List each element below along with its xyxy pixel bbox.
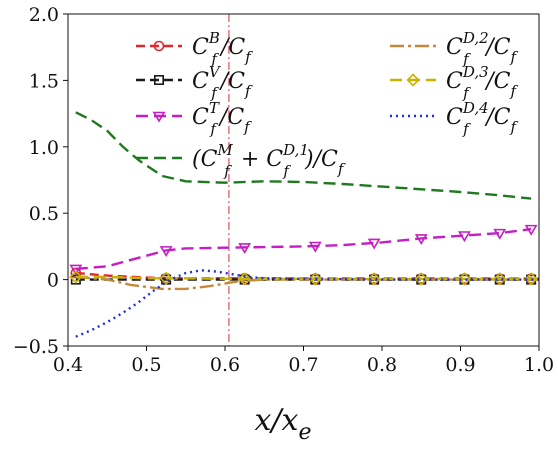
- data-point-6-9: [524, 272, 538, 286]
- legend-marker: [153, 40, 165, 52]
- data-point-3-2: [159, 246, 173, 257]
- legend-item-2: CV f/Cf: [136, 63, 253, 102]
- data-point-3-5: [367, 238, 381, 250]
- y-tick-label: 2.0: [29, 4, 59, 26]
- series-line-3: [75, 227, 532, 271]
- x-axis-title-main: x/x: [255, 403, 299, 438]
- x-tick-label: 0.4: [53, 354, 83, 376]
- series-6: [69, 270, 539, 286]
- legend-label: CV f/Cf: [192, 63, 253, 102]
- legend-label: CD,3 f/Cf: [446, 63, 518, 102]
- legend-item-6: CD,3 f/Cf: [390, 63, 518, 102]
- data-point-3-3: [238, 243, 252, 254]
- legend-item-3: CT f/Cf: [136, 99, 252, 138]
- plot-area: [69, 14, 539, 346]
- series-line-6: [75, 275, 539, 281]
- legend-label: CT f/Cf: [192, 99, 252, 138]
- data-point-6-4: [308, 272, 322, 286]
- data-point-3-8: [493, 228, 507, 240]
- legend-label: CD,2 f/Cf: [446, 29, 518, 68]
- legend-label: CB f/Cf: [192, 29, 253, 68]
- data-point-6-2: [159, 271, 173, 285]
- x-tick-label: 0.9: [445, 354, 475, 376]
- x-axis-title: x/xe: [255, 403, 312, 445]
- data-point-3-6: [414, 234, 428, 246]
- data-point-3-9: [524, 224, 538, 236]
- x-tick-label: 0.8: [367, 354, 397, 376]
- legend-item-7: CD,4 f/Cf: [390, 99, 518, 138]
- y-tick-label: 1.0: [29, 137, 59, 159]
- legend-marker: [406, 73, 420, 87]
- y-tick-label: 0: [47, 270, 59, 292]
- y-tick-label: 1.5: [29, 70, 59, 92]
- x-tick-label: 0.5: [131, 354, 161, 376]
- legend-item-5: CD,2 f/Cf: [390, 29, 518, 68]
- axes: 0.4 0.5 0.6 0.7 0.8 0.9 1.0 −0.5 0 0.5 1.0 1.5 2.0: [13, 4, 554, 376]
- data-point-3-1: [69, 264, 83, 276]
- data-point-6-5: [367, 272, 381, 286]
- data-point-6-7: [457, 272, 472, 286]
- data-point-6-3: [237, 272, 252, 286]
- series-3: [69, 224, 538, 276]
- data-point-3-4: [308, 241, 322, 253]
- y-tick-label: 0.5: [29, 203, 59, 225]
- series-line-4: [75, 111, 532, 200]
- y-tick-label: −0.5: [13, 336, 59, 358]
- legend-item-4: (CM f + CD,1 f)/Cf: [136, 141, 346, 180]
- series-4: [75, 111, 532, 200]
- data-point-6-6: [414, 272, 428, 286]
- data-point-3-7: [458, 231, 471, 243]
- legend-label: (CM f + CD,1 f)/Cf: [192, 141, 346, 180]
- x-tick-label: 0.6: [210, 354, 240, 376]
- legend-item-1: CB f/Cf: [136, 29, 253, 68]
- x-axis-title-sub: e: [298, 420, 311, 445]
- legend-marker: [154, 75, 165, 86]
- legend-label: CD,4 f/Cf: [446, 99, 518, 138]
- x-tick-label: 1.0: [524, 354, 554, 376]
- data-point-6-1: [69, 270, 83, 284]
- x-tick-label: 0.7: [288, 354, 318, 376]
- data-point-6-8: [493, 272, 507, 286]
- legend-marker: [152, 111, 166, 123]
